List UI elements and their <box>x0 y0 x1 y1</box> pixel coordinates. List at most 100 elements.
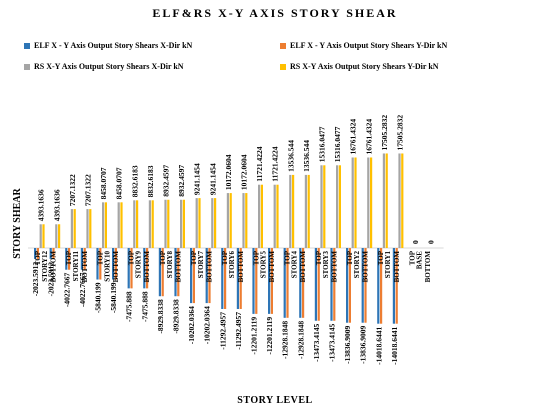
data-label-1-9: -8929.8338 <box>156 299 165 334</box>
category-label-12: BOTTOM <box>206 251 214 283</box>
data-label-3-8: 8832.6183 <box>146 165 155 197</box>
bar-4-9 <box>167 199 170 248</box>
x-axis-label: STORY LEVEL <box>237 395 313 406</box>
data-label-1-18: -12928.1848 <box>296 321 305 359</box>
data-label-1-15: -12201.2119 <box>250 317 259 355</box>
data-label-1-22: -13836.9009 <box>359 325 368 363</box>
category-label-2: BOTTOM <box>50 251 58 283</box>
bar-3-15 <box>258 184 261 248</box>
data-label-1-23: -14018.6441 <box>374 326 383 364</box>
bar-1-24 <box>392 248 395 324</box>
data-label-3-21: 16761.4324 <box>349 119 358 155</box>
bar-4-4 <box>89 209 92 248</box>
bar-3-2 <box>55 224 58 248</box>
bar-3-17 <box>289 174 292 248</box>
data-label-3-15: 11721.4224 <box>255 146 264 181</box>
bar-1-17 <box>283 248 286 318</box>
data-label-1-11: -10202.0364 <box>187 306 196 344</box>
category-label-7: TOP <box>128 250 136 265</box>
category-label-26: BOTTOM <box>424 251 432 283</box>
bar-3-5 <box>102 202 105 248</box>
data-label-3-18: 13536.544 <box>302 140 311 172</box>
data-label-1-21: -13836.9009 <box>343 325 352 363</box>
category-label-9: TOP <box>159 250 167 265</box>
bar-3-14 <box>242 193 245 248</box>
bar-3-12 <box>211 198 214 248</box>
category-label-17: TOP <box>284 250 292 265</box>
bar-1-2 <box>49 248 52 259</box>
bar-3-20 <box>336 165 339 248</box>
bar-2-18 <box>302 248 305 318</box>
bar-3-3 <box>70 209 73 248</box>
bar-1-8 <box>143 248 146 289</box>
story-label-19: STORY3 <box>322 251 330 279</box>
bar-4-20 <box>338 165 341 248</box>
data-label-1-2: -2023.5912 <box>47 262 56 297</box>
bar-3-6 <box>117 202 120 248</box>
bar-3-4 <box>86 209 89 248</box>
category-label-14: BOTTOM <box>237 251 245 283</box>
legend-label-elf-x: ELF X - Y Axis Output Story Shears X-Dir… <box>34 41 193 50</box>
bar-2-15 <box>255 248 258 314</box>
category-label-16: BOTTOM <box>268 251 276 283</box>
bar-4-14 <box>245 193 248 248</box>
bar-3-18 <box>304 174 307 248</box>
data-label-1-13: -11292.4957 <box>218 312 227 350</box>
category-label-20: BOTTOM <box>330 251 338 283</box>
data-label-1-20: -13473.4145 <box>328 324 337 362</box>
bar-1-3 <box>65 248 68 270</box>
bar-2-11 <box>192 248 195 304</box>
legend-swatch-elf-x <box>24 42 30 49</box>
bar-1-20 <box>330 248 333 321</box>
bar-2-9 <box>161 248 164 297</box>
legend-swatch-elf-y <box>280 42 286 49</box>
bar-1-10 <box>174 248 177 297</box>
bar-4-11 <box>198 198 201 248</box>
data-label-3-19: 15316.0477 <box>318 126 327 162</box>
bar-1-14 <box>236 248 239 309</box>
bar-2-21 <box>348 248 351 323</box>
bar-4-21 <box>354 157 357 248</box>
data-label-1-12: -10202.0364 <box>203 306 212 344</box>
category-label-25: TOP <box>408 250 416 265</box>
bar-4-24 <box>401 153 404 248</box>
data-label-3-22: 16761.4324 <box>364 119 373 155</box>
data-label-3-23: 17505.2832 <box>380 115 389 151</box>
story-label-23: STORY1 <box>384 251 392 279</box>
bar-3-13 <box>226 193 229 248</box>
data-label-1-16: -12201.2119 <box>265 317 274 355</box>
bar-3-9 <box>164 199 167 248</box>
data-label-3-13: 10172.0604 <box>224 154 233 190</box>
data-label-3-14: 10172.0604 <box>240 154 249 190</box>
bar-4-1 <box>42 224 45 248</box>
category-label-15: TOP <box>252 250 260 265</box>
bar-2-1 <box>36 248 39 259</box>
data-label-3-25: 0 <box>411 240 420 244</box>
category-label-1: TOP <box>34 250 42 265</box>
category-label-3: TOP <box>65 250 73 265</box>
legend-label-elf-y: ELF X - Y Axis Output Story Shears Y-Dir… <box>290 41 448 50</box>
category-label-8: BOTTOM <box>143 251 151 283</box>
data-label-3-2: 4393.1636 <box>52 189 61 221</box>
story-label-5: STORY10 <box>103 251 111 282</box>
bar-3-10 <box>180 199 183 248</box>
data-label-1-19: -13473.4145 <box>312 324 321 362</box>
story-label-17: STORY4 <box>291 251 299 279</box>
bar-2-6 <box>114 248 117 280</box>
bar-1-1 <box>34 248 37 259</box>
bar-1-5 <box>96 248 99 280</box>
category-label-6: BOTTOM <box>112 251 120 283</box>
story-label-15: STORY5 <box>259 251 267 279</box>
bar-2-23 <box>380 248 383 324</box>
legend-label-rs-y: RS X-Y Axis Output Story Shears Y-Dir kN <box>290 62 439 71</box>
bar-1-13 <box>221 248 224 309</box>
bar-3-1 <box>39 224 42 248</box>
bar-4-16 <box>276 184 279 248</box>
legend-label-rs-x: RS X-Y Axis Output Story Shears X-Dir kN <box>34 62 184 71</box>
data-label-3-6: 8458.0707 <box>115 167 124 199</box>
data-label-3-16: 11721.4224 <box>271 146 280 181</box>
data-label-3-24: 17505.2832 <box>396 115 405 151</box>
bar-4-7 <box>136 200 139 248</box>
y-axis-label: STORY SHEAR <box>11 188 23 259</box>
